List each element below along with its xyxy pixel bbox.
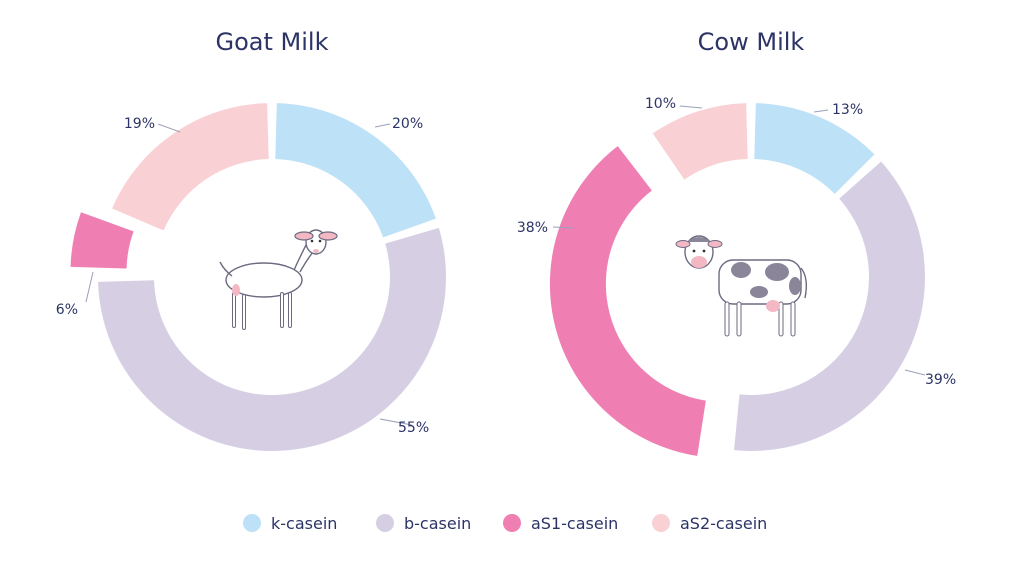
data-label-aS2-casein: 19%: [124, 116, 155, 132]
slice-b-casein: [734, 161, 926, 451]
goat-milk-labels: 20% 55% 6% 19%: [56, 116, 429, 436]
cow-icon: [675, 235, 808, 337]
slice-b-casein: [98, 227, 446, 452]
leader-line: [552, 226, 575, 229]
slice-aS2-casein: [652, 103, 748, 180]
cow-milk-labels: 13% 39% 38% 10%: [517, 96, 956, 388]
slice-aS1-casein: [70, 212, 134, 269]
legend: k-casein b-casein aS1-casein aS2-casein: [243, 514, 767, 533]
cow-milk-title: Cow Milk: [698, 28, 805, 56]
legend-label-aS1-casein: aS1-casein: [531, 514, 618, 533]
leader-line: [904, 369, 926, 376]
slice-aS1-casein: [549, 146, 706, 456]
slice-k-casein: [754, 103, 875, 194]
legend-swatch-aS2-casein: [652, 514, 670, 532]
slice-aS2-casein: [112, 103, 269, 231]
legend-swatch-aS1-casein: [503, 514, 521, 532]
data-label-aS1-casein: 6%: [56, 302, 78, 318]
goat-milk-chart: Goat Milk 20% 55% 6% 19%: [56, 28, 446, 452]
data-label-aS2-casein: 10%: [645, 96, 676, 112]
leader-line: [813, 109, 829, 113]
leader-line: [85, 271, 94, 303]
legend-swatch-b-casein: [376, 514, 394, 532]
legend-swatch-k-casein: [243, 514, 261, 532]
data-label-k-casein: 13%: [832, 102, 863, 118]
leader-line: [379, 418, 413, 426]
goat-milk-title: Goat Milk: [216, 28, 329, 56]
legend-label-k-casein: k-casein: [271, 514, 337, 533]
goat-icon: [219, 229, 338, 330]
data-label-b-casein: 55%: [398, 420, 429, 436]
leader-line: [679, 105, 703, 109]
data-label-aS1-casein: 38%: [517, 220, 548, 236]
leader-line: [157, 123, 181, 133]
cow-milk-chart: Cow Milk 13% 39% 38% 10%: [517, 28, 956, 456]
data-label-k-casein: 20%: [392, 116, 423, 132]
cow-milk-slices: [549, 103, 926, 456]
slice-k-casein: [275, 103, 436, 238]
legend-label-aS2-casein: aS2-casein: [680, 514, 767, 533]
leader-line: [374, 123, 391, 128]
legend-label-b-casein: b-casein: [404, 514, 471, 533]
goat-milk-slices: [70, 103, 446, 452]
data-label-b-casein: 39%: [925, 372, 956, 388]
